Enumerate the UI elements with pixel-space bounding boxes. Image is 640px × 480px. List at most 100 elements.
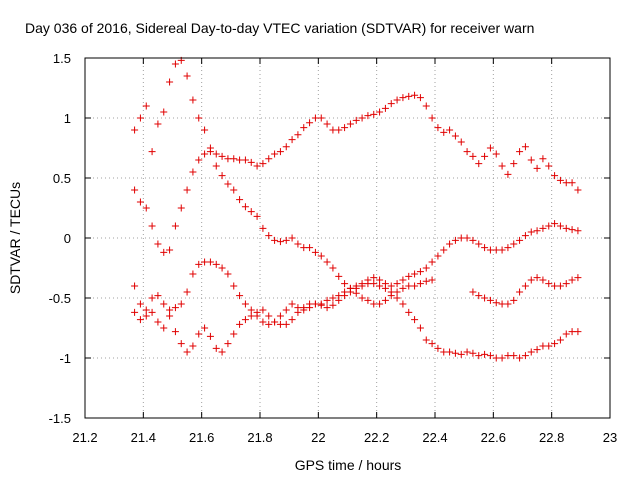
data-point xyxy=(381,296,389,304)
data-point xyxy=(171,60,179,68)
data-point xyxy=(498,354,506,362)
y-tick-label: 0 xyxy=(64,231,71,246)
data-point xyxy=(556,222,564,230)
data-point xyxy=(486,296,494,304)
data-point xyxy=(556,176,564,184)
data-point xyxy=(265,320,273,328)
y-tick-label: -1 xyxy=(59,351,71,366)
data-point xyxy=(271,150,279,158)
data-point xyxy=(154,292,162,300)
data-point xyxy=(171,222,179,230)
data-point xyxy=(451,132,459,140)
data-point xyxy=(568,226,576,234)
data-point xyxy=(411,270,419,278)
data-point xyxy=(475,240,483,248)
data-point xyxy=(288,316,296,324)
data-point xyxy=(422,277,430,285)
data-point xyxy=(521,352,529,360)
x-tick-labels: 21.2 21.4 21.6 21.8 22 22.2 22.4 22.6 22.8 23 xyxy=(72,430,617,445)
data-point xyxy=(556,336,564,344)
data-point xyxy=(131,282,139,290)
data-point xyxy=(177,300,185,308)
data-point xyxy=(568,328,576,336)
data-point xyxy=(230,186,238,194)
data-point xyxy=(376,108,384,116)
data-point xyxy=(323,304,331,312)
series-track-4 xyxy=(131,274,582,356)
data-point xyxy=(288,300,296,308)
data-point xyxy=(440,128,448,136)
data-point xyxy=(393,294,401,302)
data-point xyxy=(218,264,226,272)
data-point xyxy=(399,276,407,284)
data-point xyxy=(131,186,139,194)
data-point xyxy=(276,148,284,156)
data-point xyxy=(411,316,419,324)
data-point xyxy=(154,120,162,128)
data-point xyxy=(504,170,512,178)
data-point xyxy=(545,162,553,170)
y-tick-label: -0.5 xyxy=(49,291,71,306)
data-point xyxy=(136,114,144,122)
data-point xyxy=(177,204,185,212)
data-point xyxy=(422,102,430,110)
data-point xyxy=(346,288,354,296)
data-point xyxy=(393,288,401,296)
y-tick-label: 1 xyxy=(64,111,71,126)
data-point xyxy=(434,124,442,132)
data-point xyxy=(142,306,150,314)
data-point xyxy=(370,280,378,288)
data-point xyxy=(527,228,535,236)
data-point xyxy=(539,224,547,232)
x-tick-label: 21.4 xyxy=(131,430,156,445)
data-point xyxy=(329,264,337,272)
data-point xyxy=(265,312,273,320)
data-point xyxy=(201,258,209,266)
data-point xyxy=(247,208,255,216)
data-point xyxy=(498,246,506,254)
data-point xyxy=(166,312,174,320)
data-points xyxy=(131,56,582,362)
series-track-2 xyxy=(131,56,582,362)
x-tick-label: 21.8 xyxy=(247,430,272,445)
data-point xyxy=(381,104,389,112)
data-point xyxy=(521,282,529,290)
data-point xyxy=(376,300,384,308)
data-point xyxy=(481,294,489,302)
data-point xyxy=(329,301,337,309)
data-point xyxy=(352,116,360,124)
data-point xyxy=(195,330,203,338)
data-point xyxy=(148,222,156,230)
data-point xyxy=(568,276,576,284)
data-point xyxy=(306,119,314,127)
x-tick-label: 21.2 xyxy=(72,430,97,445)
data-point xyxy=(323,296,331,304)
data-point xyxy=(282,306,290,314)
data-point xyxy=(556,282,564,290)
data-point xyxy=(428,258,436,266)
data-point xyxy=(282,236,290,244)
data-point xyxy=(311,248,319,256)
data-point xyxy=(265,155,273,163)
data-point xyxy=(212,162,220,170)
data-point xyxy=(574,274,582,282)
data-point xyxy=(294,308,302,316)
data-point xyxy=(428,340,436,348)
data-point xyxy=(253,162,261,170)
data-point xyxy=(457,138,465,146)
data-point xyxy=(183,288,191,296)
data-point xyxy=(253,308,261,316)
data-point xyxy=(475,352,483,360)
data-point xyxy=(416,94,424,102)
data-point xyxy=(463,148,471,156)
data-point xyxy=(236,156,244,164)
data-point xyxy=(545,280,553,288)
data-point xyxy=(218,172,226,180)
y-tick-label: 0.5 xyxy=(53,171,71,186)
data-point xyxy=(341,280,349,288)
data-point xyxy=(265,232,273,240)
data-point xyxy=(574,328,582,336)
data-point xyxy=(259,318,267,326)
x-tick-label: 23 xyxy=(603,430,617,445)
data-point xyxy=(160,248,168,256)
